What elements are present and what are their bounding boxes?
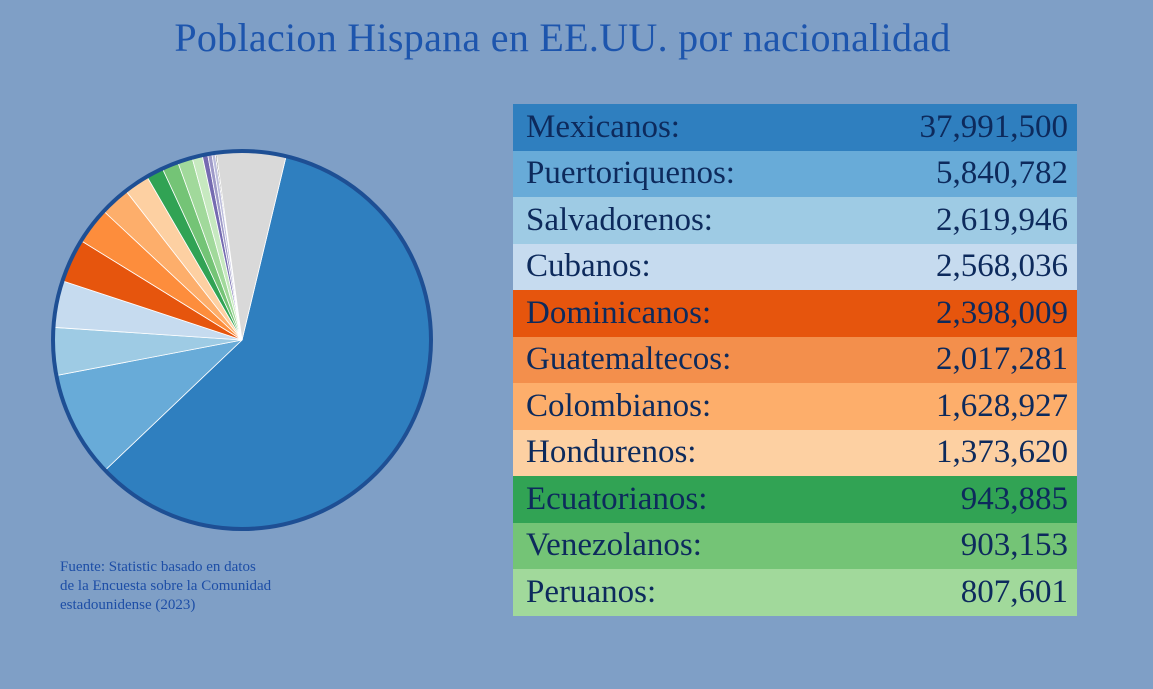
legend-table: Mexicanos: 37,991,500 Puertoriquenos: 5,… (513, 104, 1077, 616)
legend-value: 2,568,036 (936, 248, 1068, 285)
legend-row-guatemaltecos: Guatemaltecos: 2,017,281 (513, 336, 1077, 383)
source-note: Fuente: Statistic basado en datos de la … (60, 558, 360, 615)
legend-label: Ecuatorianos: (526, 480, 708, 517)
legend-value: 807,601 (960, 573, 1068, 610)
legend-row-dominicanos: Dominicanos: 2,398,009 (513, 290, 1077, 337)
legend-label: Hondurenos: (526, 434, 697, 471)
legend-value: 1,373,620 (936, 434, 1068, 471)
legend-value: 2,017,281 (936, 341, 1068, 378)
legend-row-cubanos: Cubanos: 2,568,036 (513, 243, 1077, 290)
legend-label: Dominicanos: (526, 294, 712, 331)
legend-value: 37,991,500 (919, 108, 1069, 145)
source-line: Fuente: Statistic basado en datos (60, 559, 256, 575)
legend-value: 903,153 (960, 527, 1068, 564)
legend-value: 1,628,927 (936, 387, 1068, 424)
legend-label: Mexicanos: (526, 108, 680, 145)
legend-label: Venezolanos: (526, 527, 702, 564)
legend-row-ecuatorianos: Ecuatorianos: 943,885 (513, 476, 1077, 523)
legend-label: Cubanos: (526, 248, 651, 285)
legend-label: Peruanos: (526, 573, 657, 610)
legend-row-venezolanos: Venezolanos: 903,153 (513, 522, 1077, 569)
legend-label: Guatemaltecos: (526, 341, 732, 378)
legend-value: 5,840,782 (936, 155, 1068, 192)
legend-row-colombianos: Colombianos: 1,628,927 (513, 383, 1077, 430)
legend-value: 943,885 (960, 480, 1068, 517)
legend-label: Salvadorenos: (526, 201, 713, 238)
legend-row-mexicanos: Mexicanos: 37,991,500 (513, 104, 1077, 151)
legend-row-salvadorenos: Salvadorenos: 2,619,946 (513, 197, 1077, 244)
legend-row-peruanos: Peruanos: 807,601 (513, 569, 1077, 616)
chart-title: Poblacion Hispana en EE.UU. por nacional… (174, 15, 951, 60)
legend-value: 2,398,009 (936, 294, 1068, 331)
legend-row-puertoriquenos: Puertoriquenos: 5,840,782 (513, 150, 1077, 197)
legend-label: Colombianos: (526, 387, 712, 424)
source-line: estadounidense (2023) (60, 597, 196, 613)
pie-outline (51, 149, 433, 531)
pie-chart (51, 149, 433, 531)
legend-label: Puertoriquenos: (526, 155, 735, 192)
source-line: de la Encuesta sobre la Comunidad (60, 578, 272, 594)
legend-row-hondurenos: Hondurenos: 1,373,620 (513, 429, 1077, 476)
pie-slices (52, 150, 432, 530)
legend-value: 2,619,946 (936, 201, 1068, 238)
